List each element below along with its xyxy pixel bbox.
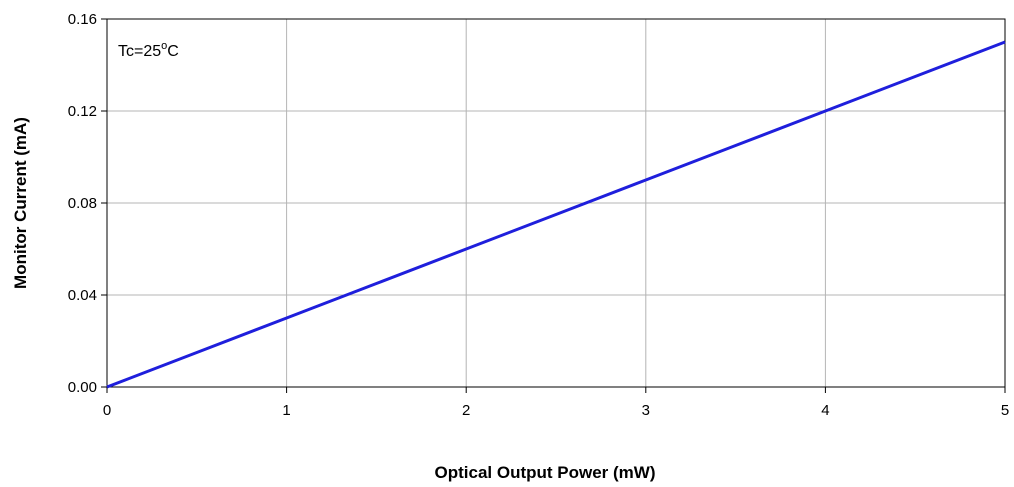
x-tick-label: 1 [282, 402, 290, 419]
annotation-superscript: o [161, 40, 167, 52]
x-axis-label: Optical Output Power (mW) [435, 463, 656, 482]
grid [107, 19, 1005, 387]
x-tick-label: 3 [642, 402, 650, 419]
series [106, 40, 1006, 389]
y-tick-label: 0.00 [68, 379, 97, 396]
y-tick-label: 0.16 [68, 11, 97, 28]
y-tick-label: 0.12 [68, 103, 97, 120]
x-tick-label: 5 [1001, 402, 1009, 419]
x-tick-label: 0 [103, 402, 111, 419]
x-tick-label: 4 [821, 402, 829, 419]
annotation-temperature: Tc=25oC [118, 40, 179, 60]
x-tick-label: 2 [462, 402, 470, 419]
ticks: 0 1 2 3 4 5 0.00 0.04 0.08 0.12 0.16 [68, 11, 1009, 419]
y-tick-label: 0.04 [68, 287, 97, 304]
y-tick-label: 0.08 [68, 195, 97, 212]
series-line [106, 40, 1006, 389]
y-axis-label: Monitor Current (mA) [11, 117, 30, 289]
